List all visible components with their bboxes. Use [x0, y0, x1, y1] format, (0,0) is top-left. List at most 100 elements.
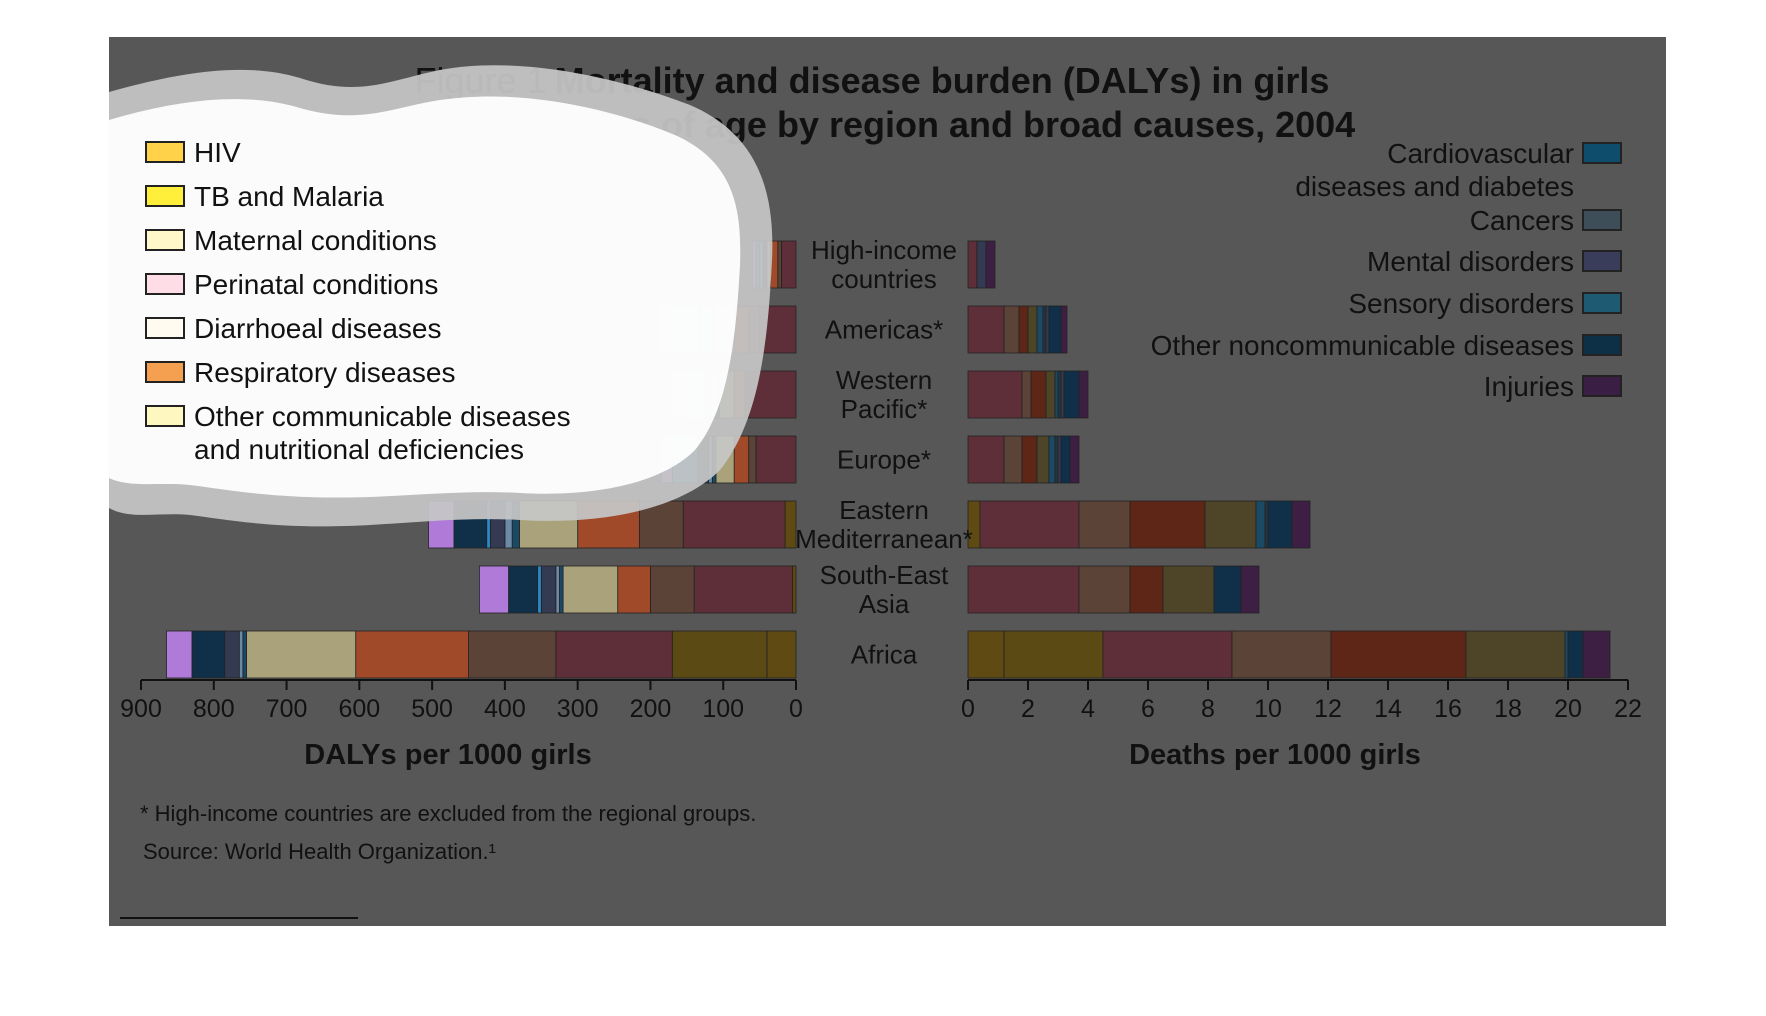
- dalys-bar-africa-perinatal-conditions: [555, 630, 673, 679]
- dalys-bar-africa-tb-and-malaria: [671, 630, 768, 679]
- dalys-bar-africa-cancers: [238, 630, 244, 679]
- legend-swatch-maternal-conditions: [145, 229, 185, 251]
- deaths-bar-europe-other-communicable-diseases-and-nutritional-deficiencies: [1036, 435, 1050, 484]
- dalys-bar-africa-hiv: [766, 630, 797, 679]
- deaths-bar-europe-other-noncommunicable-diseases: [1060, 435, 1071, 484]
- deaths-bar-western-pacific-injuries: [1078, 370, 1089, 419]
- deaths-tick-label-2: 2: [1021, 695, 1035, 723]
- dalys-bar-africa-mental-disorders: [224, 630, 240, 679]
- legend-label-cardiovascular: Cardiovascular: [1387, 138, 1574, 169]
- deaths-tick-label-6: 6: [1141, 695, 1155, 723]
- deaths-bar-south-east-asia-other-noncommunicable-diseases: [1213, 565, 1242, 614]
- region-label-western-pacific: Western Pacific*: [836, 365, 932, 424]
- deaths-bar-western-pacific-diarrhoeal-diseases: [1021, 370, 1032, 419]
- deaths-bar-eastern-mediterranean-cancers: [1264, 500, 1269, 549]
- dalys-bars: [166, 240, 797, 679]
- dalys-bar-south-east-asia-perinatal-conditions: [693, 565, 793, 614]
- deaths-bar-africa-perinatal-conditions: [1102, 630, 1233, 679]
- deaths-tick-label-12: 12: [1314, 695, 1342, 723]
- deaths-tick-label-10: 10: [1254, 695, 1282, 723]
- dalys-bar-africa-other-noncommunicable-diseases: [191, 630, 226, 679]
- dalys-bar-africa-cardiovascular-diseases-and-diabetes: [242, 630, 247, 679]
- dalys-axis: 900 800 700 600 500 400 300 200 100 0: [120, 679, 803, 723]
- deaths-bar-eastern-mediterranean-cardiovascular-diseases-and-diabetes: [1255, 500, 1266, 549]
- dalys-bar-south-east-asia-cardiovascular-diseases-and-diabetes: [559, 565, 564, 614]
- legend-swatch-hiv: [145, 141, 185, 163]
- legend-label-respiratory-diseases: Respiratory diseases: [194, 357, 455, 388]
- deaths-bar-south-east-asia-respiratory-diseases: [1129, 565, 1164, 614]
- legend-swatch-other-communicable-diseases: [145, 405, 185, 427]
- deaths-tick-label-16: 16: [1434, 695, 1462, 723]
- deaths-bar-africa-respiratory-diseases: [1330, 630, 1467, 679]
- dalys-bar-europe-perinatal-conditions: [755, 435, 797, 484]
- deaths-bar-europe-mental-disorders: [1057, 435, 1062, 484]
- legend-swatch-tb-and-malaria: [145, 185, 185, 207]
- legend-label-other-communicable-diseases-line2: and nutritional deficiencies: [194, 434, 524, 465]
- deaths-bar-americas-other-noncommunicable-diseases: [1048, 305, 1062, 354]
- deaths-bar-western-pacific-cancers: [1057, 370, 1062, 419]
- legend-swatch-injuries: [1582, 375, 1622, 397]
- dalys-axis-label: DALYs per 1000 girls: [304, 739, 591, 771]
- dalys-bar-south-east-asia-respiratory-diseases: [617, 565, 651, 614]
- deaths-bar-south-east-asia-diarrhoeal-diseases: [1078, 565, 1131, 614]
- legend-swatch-cancers: [1582, 209, 1622, 231]
- legend-swatch-diarrhoeal-diseases: [145, 317, 185, 339]
- deaths-bar-americas-cardiovascular-diseases-and-diabetes: [1036, 305, 1044, 354]
- deaths-bar-europe-cardiovascular-diseases-and-diabetes: [1048, 435, 1056, 484]
- legend-label-injuries: Injuries: [1484, 371, 1574, 402]
- deaths-bar-high-income-countries-perinatal-conditions: [967, 240, 978, 289]
- deaths-bar-eastern-mediterranean-perinatal-conditions: [979, 500, 1080, 549]
- deaths-bar-western-pacific-other-communicable-diseases-and-nutritional-deficiencies: [1045, 370, 1056, 419]
- dalys-tick-label-100: 100: [702, 695, 744, 723]
- legend-label-mental-disorders: Mental disorders: [1367, 246, 1574, 277]
- legend-label-hiv: HIV: [194, 137, 241, 168]
- dalys-bar-south-east-asia-other-noncommunicable-diseases: [508, 565, 539, 614]
- deaths-bar-eastern-mediterranean-diarrhoeal-diseases: [1078, 500, 1131, 549]
- dalys-tick-label-500: 500: [411, 695, 453, 723]
- legend-label-sensory-disorders: Sensory disorders: [1348, 288, 1574, 319]
- deaths-bar-europe-cancers: [1054, 435, 1059, 484]
- dalys-bar-high-income-countries-perinatal-conditions: [781, 240, 797, 289]
- region-label-south-east-asia: South-East Asia: [820, 560, 949, 619]
- legend-swatch-respiratory-diseases: [145, 361, 185, 383]
- legend-swatch-cardiovascular: [1582, 142, 1622, 164]
- deaths-bar-eastern-mediterranean-respiratory-diseases: [1129, 500, 1206, 549]
- legend-swatch-perinatal-conditions: [145, 273, 185, 295]
- legend-label-tb-and-malaria: TB and Malaria: [194, 181, 384, 212]
- deaths-bar-western-pacific-other-noncommunicable-diseases: [1063, 370, 1080, 419]
- dalys-bar-south-east-asia-mental-disorders: [540, 565, 557, 614]
- deaths-bar-western-pacific-perinatal-conditions: [967, 370, 1023, 419]
- dalys-bar-south-east-asia-diarrhoeal-diseases: [650, 565, 695, 614]
- dalys-bar-africa-injuries: [166, 630, 193, 679]
- dalys-tick-label-400: 400: [484, 695, 526, 723]
- deaths-bar-americas-mental-disorders: [1045, 305, 1050, 354]
- deaths-tick-label-18: 18: [1494, 695, 1522, 723]
- deaths-tick-label-22: 22: [1614, 695, 1642, 723]
- dalys-tick-label-700: 700: [266, 695, 308, 723]
- deaths-bar-western-pacific-cardiovascular-diseases-and-diabetes: [1054, 370, 1059, 419]
- deaths-bar-south-east-asia-injuries: [1240, 565, 1260, 614]
- deaths-bar-eastern-mediterranean-injuries: [1291, 500, 1311, 549]
- dalys-bar-europe-diarrhoeal-diseases: [748, 435, 757, 484]
- deaths-tick-label-20: 20: [1554, 695, 1582, 723]
- deaths-bar-africa-hiv: [967, 630, 1005, 679]
- deaths-axis-label: Deaths per 1000 girls: [1129, 739, 1421, 771]
- deaths-bar-europe-injuries: [1069, 435, 1080, 484]
- dalys-tick-label-200: 200: [630, 695, 672, 723]
- deaths-bar-western-pacific-respiratory-diseases: [1030, 370, 1047, 419]
- deaths-bar-africa-other-noncommunicable-diseases: [1567, 630, 1584, 679]
- overlay-blob-inner: [109, 96, 741, 498]
- deaths-bar-americas-diarrhoeal-diseases: [1003, 305, 1020, 354]
- region-label-eastern-mediterranean: Eastern Mediterranean*: [795, 495, 973, 554]
- deaths-bar-africa-injuries: [1582, 630, 1611, 679]
- deaths-bar-high-income-countries-mental-disorders: [976, 240, 987, 289]
- deaths-bar-high-income-countries-injuries: [985, 240, 996, 289]
- deaths-bar-americas-other-communicable-diseases-and-nutritional-deficiencies: [1027, 305, 1038, 354]
- deaths-bar-europe-respiratory-diseases: [1021, 435, 1038, 484]
- dalys-bar-south-east-asia-sensory-disorders: [537, 565, 542, 614]
- deaths-bar-americas-cancers: [1042, 305, 1047, 354]
- dalys-tick-label-600: 600: [338, 695, 380, 723]
- dalys-bar-south-east-asia-injuries: [479, 565, 509, 614]
- legend-label-maternal-conditions: Maternal conditions: [194, 225, 437, 256]
